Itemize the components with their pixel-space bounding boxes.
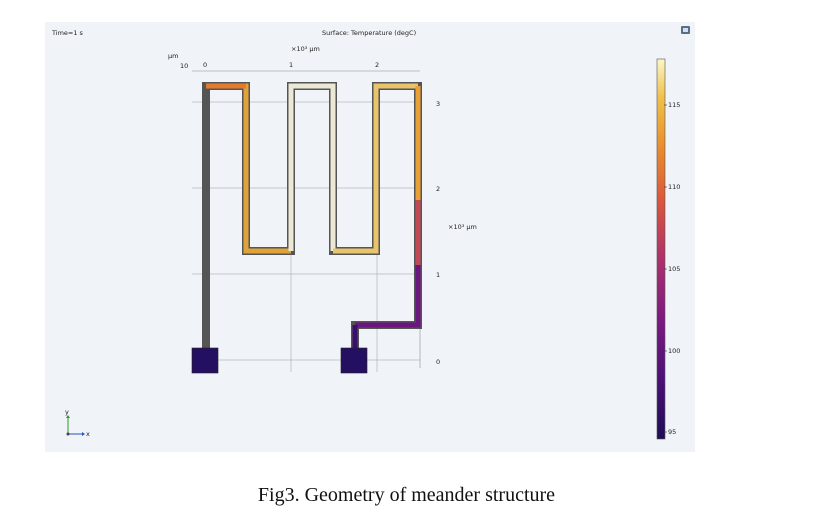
x-tick-label: 2 xyxy=(375,61,380,69)
plot-panel xyxy=(45,22,695,452)
y-tick-label: 2 xyxy=(436,185,441,193)
figure-caption: Fig3. Geometry of meander structure xyxy=(257,484,556,506)
colorbar-tick-label: 105 xyxy=(668,265,681,273)
y-tick-label: 1 xyxy=(436,271,441,279)
contact-pad-left xyxy=(191,347,219,374)
time-label: Time=1 s xyxy=(52,29,83,37)
colorbar xyxy=(656,58,666,440)
triad-x-label: x xyxy=(86,430,90,438)
axis-triad xyxy=(66,415,85,436)
middle-loop xyxy=(288,83,336,251)
y-tick-label: 3 xyxy=(436,100,441,108)
colorbar-tick-label: 110 xyxy=(668,183,681,191)
colorbar-ticks xyxy=(664,104,667,433)
colorbar-tick-label: 95 xyxy=(668,428,677,436)
triad-y-label: y xyxy=(65,408,69,416)
first-loop xyxy=(206,83,291,254)
y-tick-label: 0 xyxy=(436,358,441,366)
plot-title: Surface: Temperature (degC) xyxy=(322,29,417,37)
image-export-icon[interactable] xyxy=(681,26,690,34)
meander-structure xyxy=(202,82,422,352)
second-loop xyxy=(333,83,418,254)
z-unit-label: µm xyxy=(168,52,179,60)
x-unit-label: ×10³ µm xyxy=(291,45,320,53)
x-tick-label: 1 xyxy=(289,61,294,69)
colorbar-tick-label: 115 xyxy=(668,101,681,109)
right-leg-lower xyxy=(355,265,421,328)
y-unit-label: ×10³ µm xyxy=(448,223,477,231)
contact-pad-right xyxy=(340,347,368,374)
x-tick-label: 0 xyxy=(203,61,208,69)
colorbar-tick-label: 100 xyxy=(668,347,681,355)
z-value-label: 10 xyxy=(180,62,189,70)
